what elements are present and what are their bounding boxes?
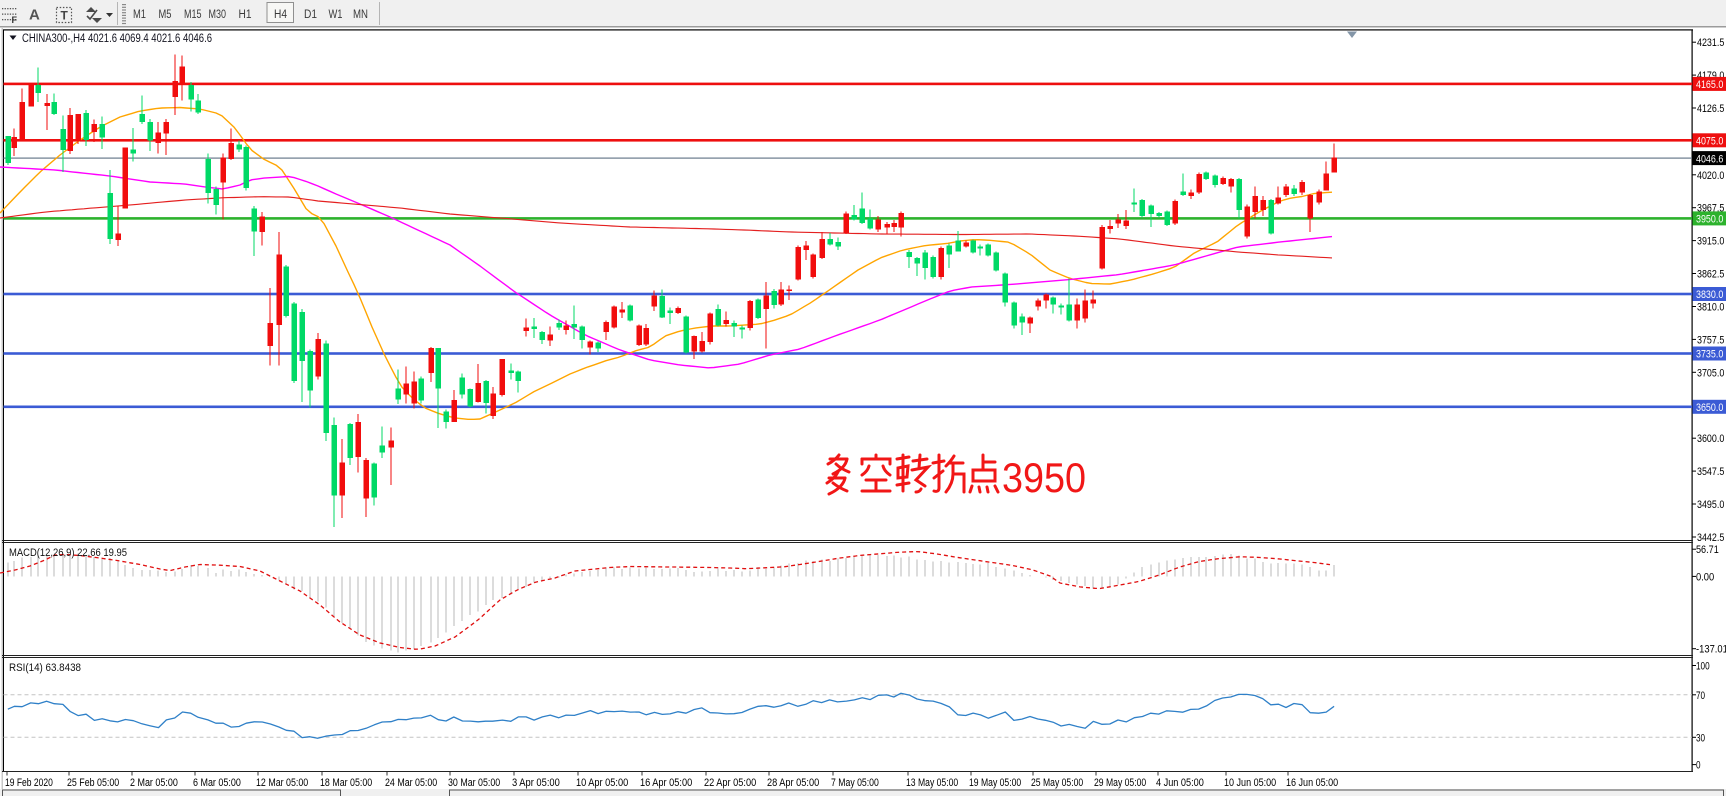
svg-text:30 Mar 05:00: 30 Mar 05:00 bbox=[448, 777, 500, 789]
svg-text:19 May 05:00: 19 May 05:00 bbox=[969, 777, 1021, 789]
svg-text:100: 100 bbox=[1696, 661, 1710, 673]
svg-text:3547.5: 3547.5 bbox=[1697, 466, 1724, 478]
svg-text:0: 0 bbox=[1696, 760, 1701, 772]
svg-text:19 Feb 2020: 19 Feb 2020 bbox=[5, 777, 53, 789]
svg-text:RSI(14) 63.8438: RSI(14) 63.8438 bbox=[9, 662, 81, 674]
svg-text:M1: M1 bbox=[133, 9, 146, 21]
svg-text:4165.0: 4165.0 bbox=[1696, 79, 1723, 91]
svg-text:W1: W1 bbox=[329, 9, 343, 21]
svg-text:4020.0: 4020.0 bbox=[1697, 170, 1724, 182]
svg-text:28 Apr 05:00: 28 Apr 05:00 bbox=[767, 777, 819, 789]
svg-text:3810.0: 3810.0 bbox=[1697, 302, 1724, 314]
svg-text:3735.0: 3735.0 bbox=[1696, 349, 1723, 361]
svg-text:T: T bbox=[61, 9, 69, 23]
svg-text:3 Apr 05:00: 3 Apr 05:00 bbox=[512, 777, 560, 789]
svg-text:3705.0: 3705.0 bbox=[1697, 367, 1724, 379]
svg-text:MACD(12,26,9) 22.66 19.95: MACD(12,26,9) 22.66 19.95 bbox=[9, 547, 127, 559]
svg-text:3495.0: 3495.0 bbox=[1697, 499, 1724, 511]
svg-text:10 Jun 05:00: 10 Jun 05:00 bbox=[1224, 777, 1276, 789]
svg-text:3862.5: 3862.5 bbox=[1697, 269, 1724, 281]
svg-text:M5: M5 bbox=[159, 9, 172, 21]
svg-text:7 May 05:00: 7 May 05:00 bbox=[831, 777, 879, 789]
svg-text:24 Mar 05:00: 24 Mar 05:00 bbox=[385, 777, 437, 789]
svg-text:10 Apr 05:00: 10 Apr 05:00 bbox=[576, 777, 628, 789]
svg-text:D1: D1 bbox=[304, 9, 317, 21]
svg-text:3757.5: 3757.5 bbox=[1697, 334, 1724, 346]
svg-text:13 May 05:00: 13 May 05:00 bbox=[906, 777, 958, 789]
svg-text:29 May 05:00: 29 May 05:00 bbox=[1094, 777, 1146, 789]
svg-text:25 May 05:00: 25 May 05:00 bbox=[1031, 777, 1083, 789]
svg-text:4 Jun 05:00: 4 Jun 05:00 bbox=[1156, 777, 1204, 789]
svg-text:16 Apr 05:00: 16 Apr 05:00 bbox=[640, 777, 692, 789]
svg-text:3650.0: 3650.0 bbox=[1696, 402, 1723, 414]
svg-text:-137.01: -137.01 bbox=[1696, 644, 1726, 656]
svg-text:CHINA300-,H4 4021.6 4069.4 40: CHINA300-,H4 4021.6 4069.4 4021.6 4046.6 bbox=[22, 33, 212, 45]
svg-text:3442.5: 3442.5 bbox=[1697, 532, 1724, 544]
svg-text:H1: H1 bbox=[239, 9, 252, 21]
svg-text:M30: M30 bbox=[209, 9, 227, 21]
svg-text:16 Jun 05:00: 16 Jun 05:00 bbox=[1286, 777, 1338, 789]
svg-text:3830.0: 3830.0 bbox=[1696, 289, 1723, 301]
svg-text:M15: M15 bbox=[184, 9, 202, 21]
svg-text:4075.0: 4075.0 bbox=[1696, 136, 1723, 148]
svg-text:70: 70 bbox=[1696, 690, 1705, 702]
svg-text:F: F bbox=[12, 15, 18, 25]
svg-text:30: 30 bbox=[1696, 732, 1705, 744]
svg-text:22 Apr 05:00: 22 Apr 05:00 bbox=[704, 777, 756, 789]
svg-text:MN: MN bbox=[353, 9, 368, 21]
svg-text:3950: 3950 bbox=[1002, 454, 1086, 501]
svg-text:2 Mar 05:00: 2 Mar 05:00 bbox=[130, 777, 178, 789]
svg-text:4231.5: 4231.5 bbox=[1697, 37, 1724, 49]
svg-text:H4: H4 bbox=[274, 9, 288, 21]
svg-text:3600.0: 3600.0 bbox=[1697, 433, 1724, 445]
svg-text:56.71: 56.71 bbox=[1696, 544, 1719, 556]
svg-text:4126.5: 4126.5 bbox=[1697, 103, 1724, 115]
svg-text:12 Mar 05:00: 12 Mar 05:00 bbox=[256, 777, 308, 789]
svg-text:25 Feb 05:00: 25 Feb 05:00 bbox=[67, 777, 119, 789]
svg-text:3950.0: 3950.0 bbox=[1696, 214, 1723, 226]
svg-text:4046.6: 4046.6 bbox=[1696, 153, 1723, 165]
svg-text:3915.0: 3915.0 bbox=[1697, 236, 1724, 248]
svg-text:6 Mar 05:00: 6 Mar 05:00 bbox=[193, 777, 241, 789]
svg-text:0.00: 0.00 bbox=[1696, 571, 1714, 583]
svg-text:18 Mar 05:00: 18 Mar 05:00 bbox=[320, 777, 372, 789]
svg-text:A: A bbox=[29, 7, 40, 24]
